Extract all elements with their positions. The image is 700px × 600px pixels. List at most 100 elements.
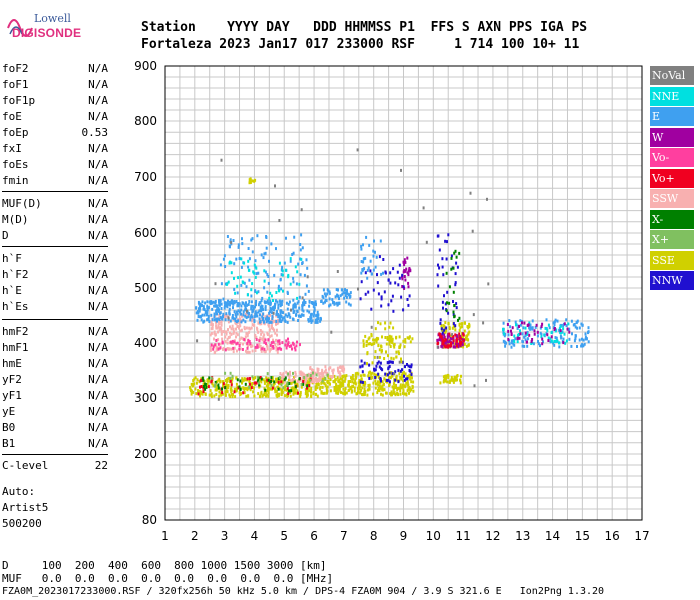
echo-point <box>359 297 362 301</box>
echo-point <box>202 307 205 311</box>
echo-point <box>510 345 513 349</box>
echo-point <box>369 269 372 273</box>
echo-point <box>206 311 209 315</box>
echo-point <box>405 393 408 397</box>
echo-point <box>258 301 261 305</box>
echo-point <box>301 313 304 317</box>
echo-point <box>225 301 228 305</box>
echo-point <box>406 375 409 379</box>
echo-point <box>378 389 381 393</box>
echo-point <box>231 324 234 328</box>
echo-point <box>308 389 311 393</box>
y-tick-label: 300 <box>134 391 157 405</box>
echo-point <box>554 318 557 322</box>
echo-point <box>370 343 373 347</box>
echo-point <box>443 377 446 381</box>
echo-point <box>406 298 409 301</box>
echo-point <box>326 380 329 384</box>
echo-point <box>387 278 390 282</box>
echo-point <box>454 378 457 382</box>
echo-point <box>458 251 461 255</box>
echo-point <box>443 326 446 330</box>
echo-point <box>322 376 325 380</box>
echo-point <box>224 303 227 307</box>
echo-point <box>310 312 313 316</box>
echo-point <box>264 338 267 342</box>
echo-point <box>453 342 456 346</box>
echo-point <box>446 334 449 338</box>
echo-point <box>335 288 338 291</box>
echo-point <box>587 340 590 344</box>
echo-point <box>381 335 383 339</box>
echo-point <box>340 390 342 394</box>
echo-point <box>257 310 260 314</box>
echo-point <box>387 337 390 341</box>
echo-point <box>200 385 203 388</box>
echo-point <box>570 344 573 348</box>
echo-point <box>458 332 461 336</box>
echo-point <box>277 315 280 319</box>
echo-point <box>258 383 261 387</box>
echo-point <box>380 304 383 308</box>
echo-point <box>409 376 412 380</box>
echo-point <box>359 385 362 389</box>
echo-point <box>403 258 406 262</box>
echo-point <box>376 380 379 384</box>
logo-lowell-text: Lowell <box>34 12 71 25</box>
echo-point <box>453 304 456 307</box>
echo-point <box>316 320 319 324</box>
echo-point <box>286 314 289 318</box>
echo-point <box>361 386 364 390</box>
echo-point <box>240 312 242 316</box>
echo-point <box>445 326 448 330</box>
echo-point <box>443 330 446 334</box>
echo-point <box>202 378 205 382</box>
echo-point <box>377 292 380 296</box>
echo-point <box>397 393 400 397</box>
param-row: yF1 N/A <box>2 389 108 405</box>
param-value: N/A <box>88 284 108 297</box>
echo-point <box>251 179 254 183</box>
echo-point <box>377 387 380 390</box>
param-value: N/A <box>88 437 108 450</box>
echo-point <box>264 270 267 274</box>
echo-point <box>565 324 568 328</box>
echo-point <box>322 288 325 292</box>
echo-point <box>403 269 406 272</box>
echo-point <box>301 303 304 307</box>
echo-point <box>248 381 251 384</box>
legend-item: Vo+ <box>650 168 694 188</box>
echo-point <box>241 348 244 351</box>
echo-point <box>245 301 247 305</box>
echo-point <box>397 283 400 287</box>
echo-point <box>248 382 251 386</box>
echo-point <box>299 273 302 277</box>
digisonde-logo: Lowell DIGISONDE <box>6 10 81 46</box>
echo-point <box>254 345 257 349</box>
echo-point <box>574 337 577 341</box>
echo-point <box>223 314 226 318</box>
echo-point <box>383 377 386 381</box>
echo-point <box>389 271 392 275</box>
echo-point <box>217 338 220 342</box>
echo-point <box>245 394 248 398</box>
echo-point <box>521 344 524 348</box>
echo-point <box>251 237 254 241</box>
echo-point <box>254 349 257 353</box>
echo-point <box>544 326 547 330</box>
file-info-line: FZA0M_2023017233000.RSF / 320fx256h 50 k… <box>2 586 605 597</box>
echo-point <box>291 386 294 390</box>
echo-point <box>239 275 242 279</box>
echo-point <box>220 320 223 324</box>
echo-point <box>294 372 297 376</box>
echo-point <box>304 292 307 296</box>
echo-point <box>280 347 283 351</box>
echo-point <box>344 377 347 381</box>
echo-point <box>400 168 402 172</box>
echo-point <box>441 331 444 335</box>
echo-point <box>555 336 558 340</box>
echo-point <box>456 265 459 269</box>
echo-point <box>522 326 525 330</box>
echo-point <box>230 327 233 331</box>
echo-point <box>206 300 209 304</box>
